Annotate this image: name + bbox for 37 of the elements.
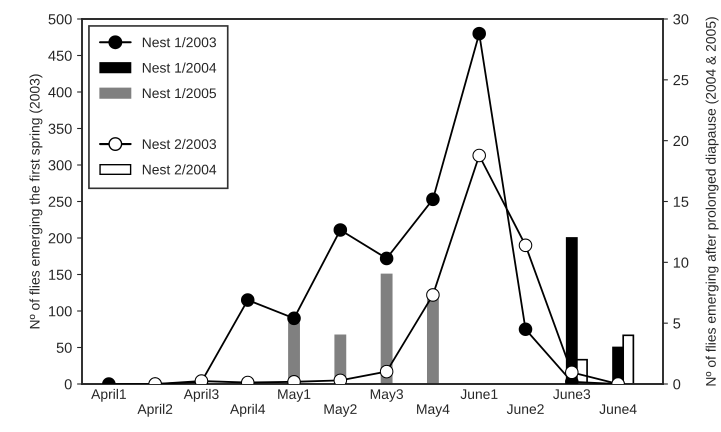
y-tick-label: 0 [64, 379, 72, 390]
y-tick-label: 450 [48, 50, 72, 61]
x-tick-label: May4 [417, 404, 450, 417]
y2-tick-label: 15 [674, 196, 688, 207]
y-axis-title: Nº of flies emerging the first spring (2003) [29, 74, 42, 328]
y2-axis-title: Nº of flies emerging after prolonged diapause (2004 & 2005) [706, 17, 719, 386]
y-tick-label: 500 [48, 14, 72, 24]
x-tick-label: May3 [370, 389, 403, 402]
y-tick-label: 250 [48, 196, 72, 207]
y2-tick-label: 0 [673, 379, 680, 390]
x-tick-label: April4 [230, 404, 266, 417]
x-tick-label: May1 [278, 389, 310, 402]
x-tick-label: June3 [553, 389, 590, 400]
x-tick-label: May2 [324, 404, 357, 417]
x-tick-label: April3 [184, 388, 219, 402]
y-tick-label: 350 [48, 124, 72, 134]
y-tick-label: 300 [48, 160, 72, 170]
y-tick-label: 150 [49, 270, 72, 280]
legend-label: Nest 1/2004 [142, 62, 216, 73]
legend-label: Nest 1/2005 [142, 88, 216, 98]
y-tick-label: 400 [48, 87, 72, 98]
y2-tick-label: 25 [673, 74, 688, 86]
x-tick-label: April2 [137, 404, 172, 417]
x-tick-label: June2 [506, 404, 544, 414]
x-tick-label: June1 [460, 389, 498, 400]
x-tick-label: June4 [599, 404, 637, 414]
legend-label: Nest 1/2003 [142, 37, 216, 48]
x-tick-label: April1 [91, 388, 126, 402]
y-tick-label: 200 [48, 233, 72, 244]
y-tick-label: 50 [56, 342, 72, 353]
y2-tick-label: 20 [673, 136, 688, 146]
legend-label: Nest 2/2003 [142, 138, 216, 150]
y-tick-label: 100 [49, 306, 72, 316]
y2-tick-label: 10 [674, 257, 688, 268]
legend-label: Nest 2/2004 [142, 164, 216, 174]
y2-tick-label: 5 [673, 318, 680, 329]
y2-tick-label: 30 [673, 14, 688, 24]
